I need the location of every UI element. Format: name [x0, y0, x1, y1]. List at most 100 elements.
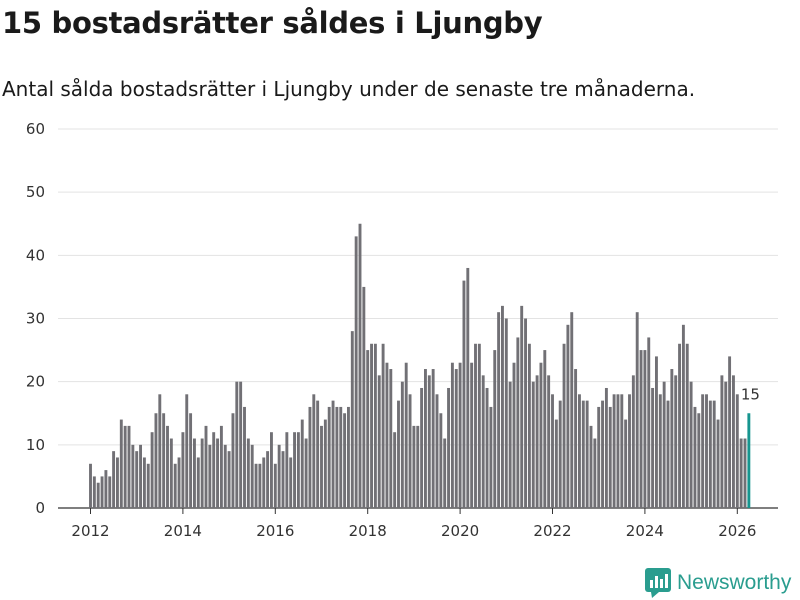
bar [273, 463, 277, 508]
bar [504, 318, 508, 508]
bar [562, 343, 566, 508]
bar [227, 451, 231, 508]
bar [281, 451, 285, 508]
bar [316, 400, 320, 508]
bar [543, 350, 547, 508]
bar [362, 286, 366, 508]
bar [347, 406, 350, 508]
bar [539, 362, 543, 508]
y-tick-label: 40 [26, 246, 45, 264]
bar [512, 362, 516, 508]
bar [397, 400, 400, 508]
bar [262, 457, 266, 508]
bar [497, 312, 501, 508]
bar [431, 369, 435, 508]
bar [443, 438, 447, 508]
bar [424, 369, 427, 508]
bar [450, 362, 454, 508]
newsworthy-logo-icon [645, 568, 671, 598]
bar [554, 419, 558, 508]
bar [439, 413, 443, 508]
bar [620, 394, 624, 508]
bar [100, 476, 104, 508]
bar [250, 444, 254, 508]
x-tick-label: 2026 [718, 522, 756, 540]
bar [477, 343, 481, 508]
bar [331, 400, 335, 508]
bar [628, 394, 631, 508]
bar [720, 375, 724, 508]
bar [608, 406, 612, 508]
bar [296, 432, 300, 508]
bar [516, 337, 520, 508]
bar [501, 305, 504, 508]
bar [662, 381, 666, 508]
bar [258, 463, 262, 508]
x-tick-label: 2018 [349, 522, 387, 540]
bar [177, 457, 181, 508]
bar [531, 381, 535, 508]
bar [289, 457, 293, 508]
bar [162, 413, 166, 508]
bar [585, 400, 589, 508]
bar [416, 425, 420, 508]
bar [716, 419, 720, 508]
bar [169, 438, 173, 508]
bar [581, 400, 585, 508]
bar [489, 406, 493, 508]
bar [300, 419, 304, 508]
bar [92, 476, 96, 508]
bar [404, 362, 408, 508]
bar [481, 375, 485, 508]
bar [142, 457, 146, 508]
bar [277, 444, 281, 508]
bar [678, 343, 681, 508]
bar [377, 375, 381, 508]
bar [470, 362, 474, 508]
x-tick-label: 2012 [71, 522, 109, 540]
y-tick-label: 10 [26, 436, 45, 454]
x-tick-label: 2024 [626, 522, 664, 540]
bar [732, 375, 735, 508]
bar [527, 343, 531, 508]
bar [689, 381, 693, 508]
bar [108, 476, 112, 508]
bar [219, 425, 223, 508]
y-tick-label: 0 [35, 499, 45, 517]
bar [578, 394, 581, 508]
bar [616, 394, 620, 508]
bar [447, 387, 450, 508]
bar [373, 343, 377, 508]
y-tick-label: 30 [26, 310, 45, 328]
bar [166, 425, 169, 508]
x-tick-label: 2016 [256, 522, 294, 540]
annotations: 15 [741, 385, 760, 403]
bar [724, 381, 728, 508]
bar [612, 394, 616, 508]
y-tick-label: 60 [26, 120, 45, 138]
bar [193, 438, 196, 508]
bar [593, 438, 597, 508]
x-tick-label: 2014 [164, 522, 202, 540]
bar [400, 381, 404, 508]
bar [146, 463, 150, 508]
bar [323, 419, 327, 508]
bar [566, 324, 570, 508]
bar [119, 419, 123, 508]
bar [304, 438, 308, 508]
bar [739, 438, 743, 508]
bar [339, 406, 343, 508]
bar [651, 387, 655, 508]
bar [270, 432, 273, 508]
bar [674, 375, 678, 508]
bar [589, 425, 593, 508]
newsworthy-logo: Newsworthy [645, 568, 791, 598]
bar [335, 406, 339, 508]
bar [254, 463, 258, 508]
bar [520, 305, 524, 508]
bar [570, 312, 574, 508]
bar [508, 381, 512, 508]
bar [320, 425, 323, 508]
bar [131, 444, 135, 508]
bar [212, 432, 216, 508]
